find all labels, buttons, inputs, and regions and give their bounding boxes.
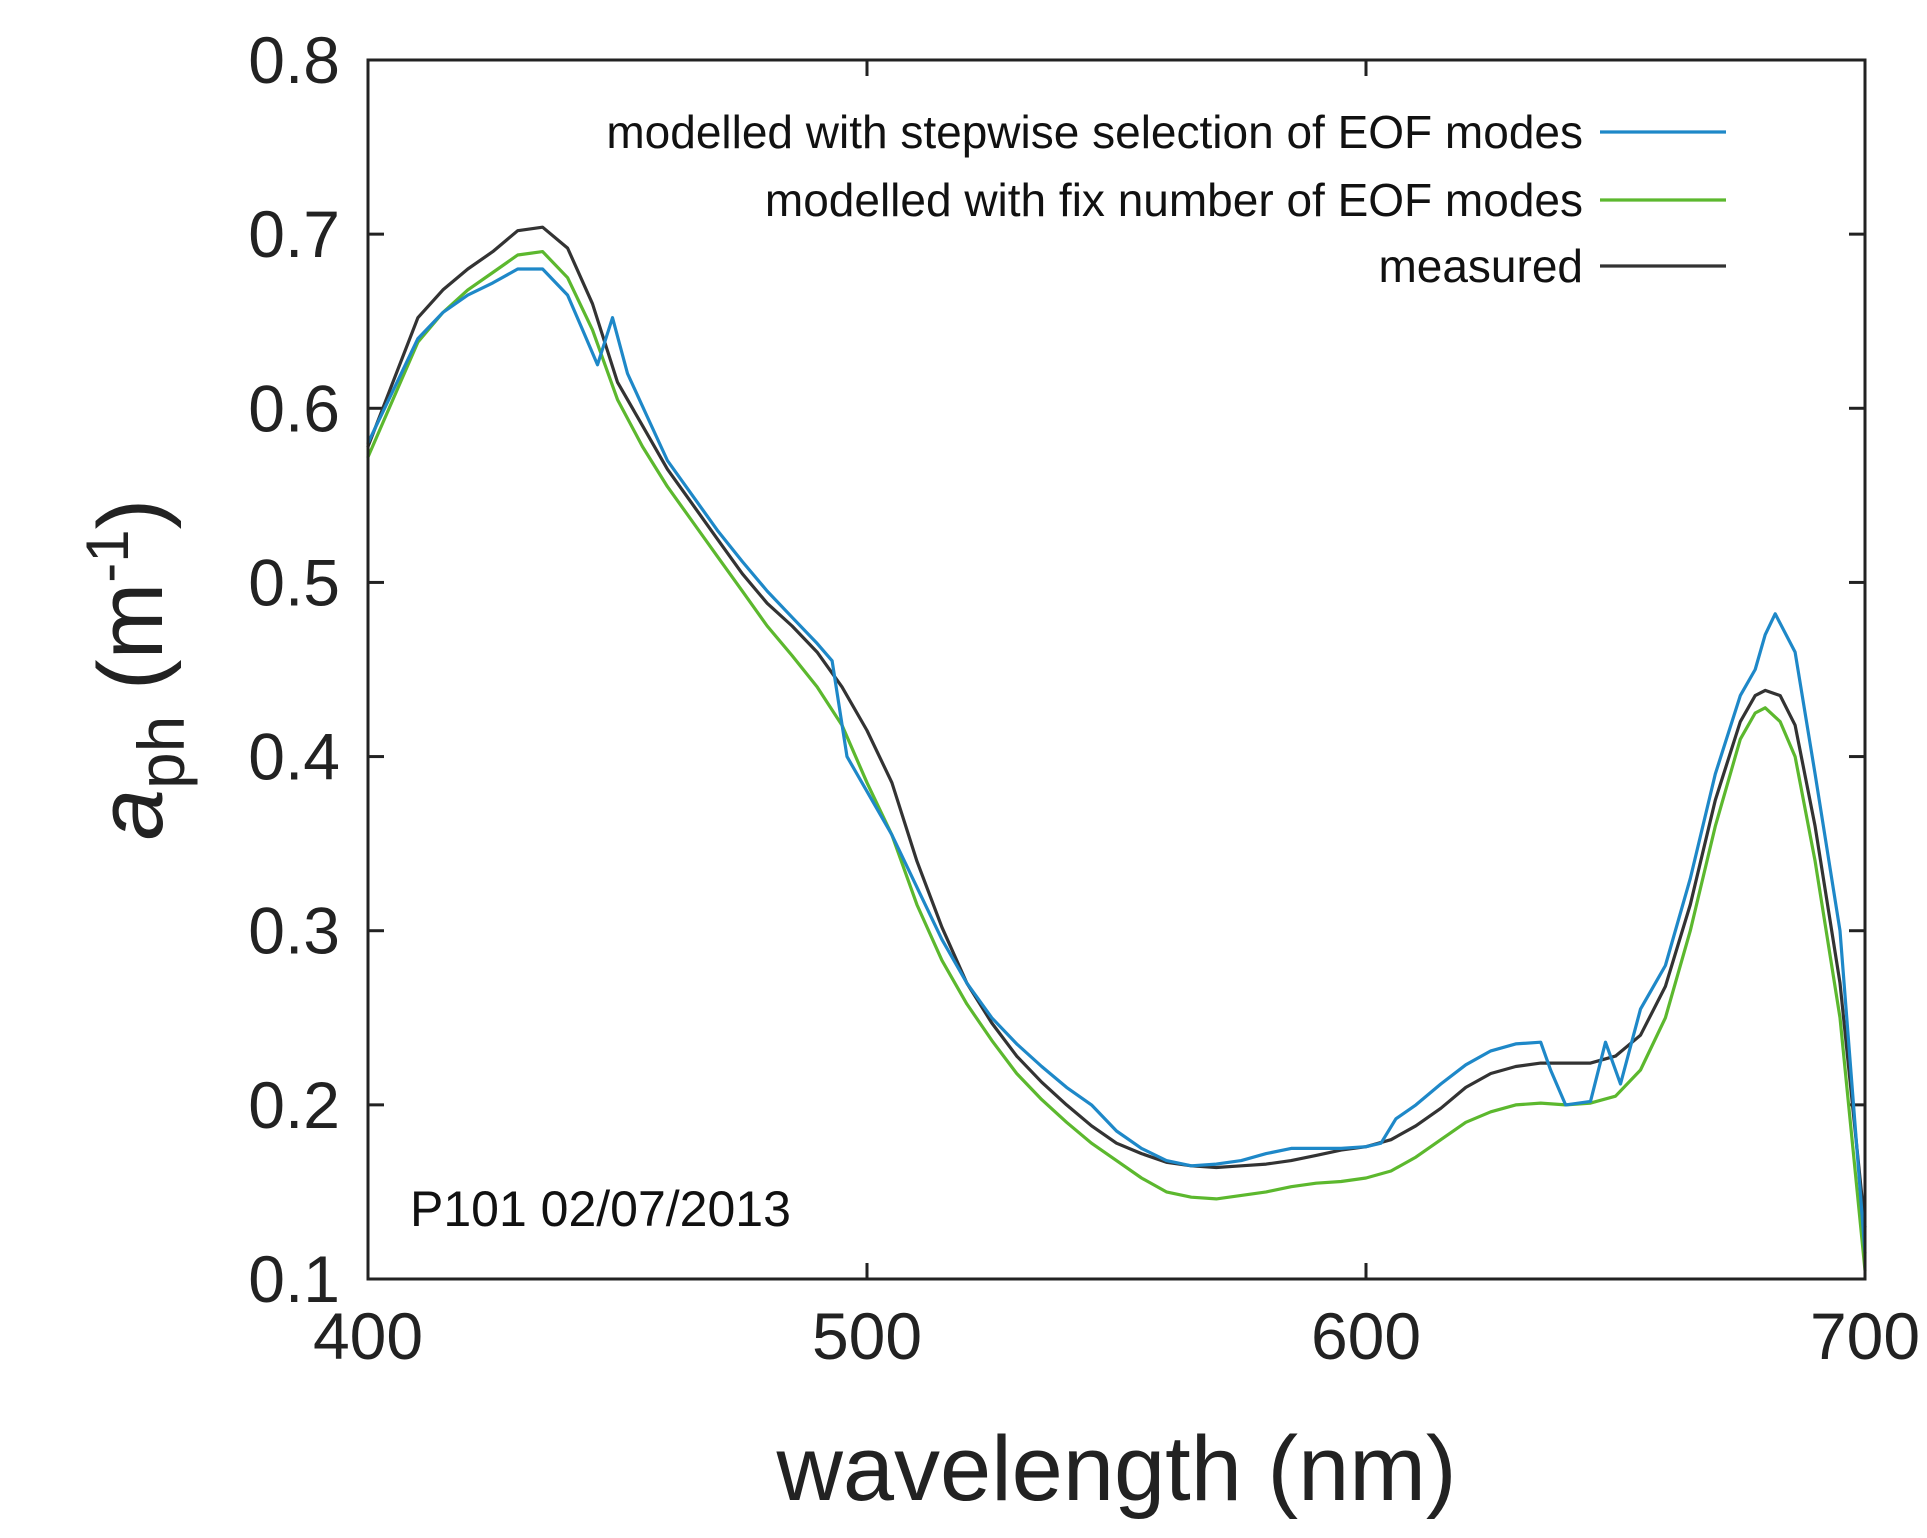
y-axis-label-unit-exponent: -1 (74, 529, 141, 582)
y-tick-label: 0.3 (248, 894, 340, 968)
legend-label-stepwise: modelled with stepwise selection of EOF … (606, 106, 1583, 158)
tick-labels: 400 500 600 700 0.1 0.2 0.3 0.4 0.5 0.6 0.7 0.8 (248, 23, 1920, 1373)
legend-label-fix-number: modelled with fix number of EOF modes (765, 174, 1583, 226)
legend-label-measured: measured (1378, 240, 1583, 292)
x-tick-label: 600 (1311, 1299, 1421, 1373)
y-axis-label: aph (m-1) (74, 499, 198, 840)
legend: modelled with stepwise selection of EOF … (606, 106, 1726, 292)
legend-entry-stepwise: modelled with stepwise selection of EOF … (606, 106, 1726, 158)
y-tick-label: 0.1 (248, 1242, 340, 1316)
plot-area-frame (366, 58, 1867, 1281)
y-tick-label: 0.2 (248, 1068, 340, 1142)
series-line-fix-number (366, 250, 1867, 1272)
x-axis-label: wavelength (nm) (775, 1418, 1456, 1520)
station-date-annotation: P101 02/07/2013 (410, 1181, 791, 1237)
svg-text:aph (m-1): aph (m-1) (74, 499, 198, 840)
x-tick-label: 500 (812, 1299, 922, 1373)
legend-entry-measured: measured (1378, 240, 1726, 292)
series-line-measured (366, 225, 1867, 1229)
legend-entry-fix-number: modelled with fix number of EOF modes (765, 174, 1726, 226)
y-axis-label-unit-close: ) (80, 499, 182, 530)
y-tick-label: 0.6 (248, 371, 340, 445)
y-tick-label: 0.5 (248, 545, 340, 619)
axis-ticks (366, 58, 1867, 1281)
y-axis-label-unit: (m (80, 583, 182, 716)
series-lines (366, 225, 1867, 1272)
y-tick-label: 0.8 (248, 23, 340, 97)
x-tick-label: 700 (1810, 1299, 1920, 1373)
x-tick-label: 400 (313, 1299, 423, 1373)
y-tick-label: 0.7 (248, 197, 340, 271)
y-axis-label-subscript: ph (124, 716, 198, 789)
y-axis-label-symbol: a (80, 789, 182, 840)
y-tick-label: 0.4 (248, 720, 340, 794)
series-line-stepwise (366, 267, 1867, 1255)
